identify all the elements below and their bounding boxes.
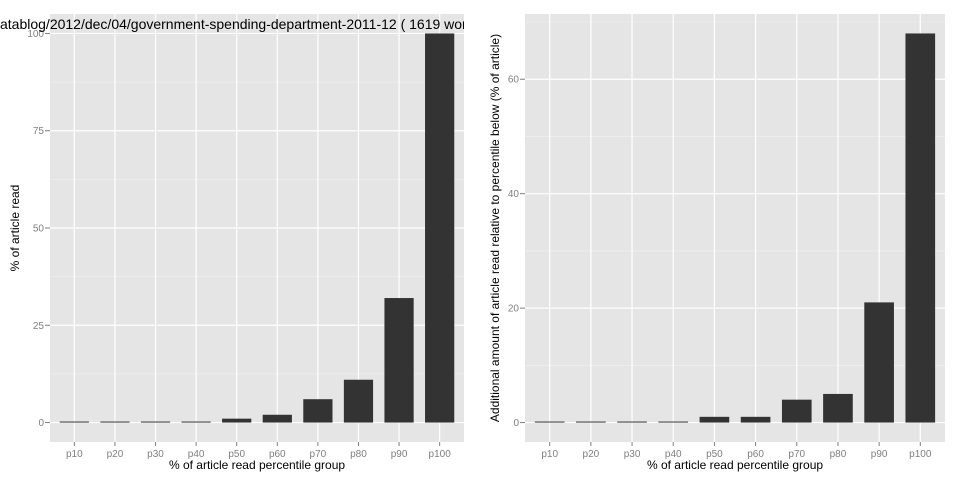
x-tick-label: p100 [909,449,932,460]
chart-right: 0 20 40 60 p10 p20 p30 p40 p50 p60 p70 p80 p90 p100 % … [488,14,945,472]
plot-title: atablog/2012/dec/04/government-spending-… [0,16,467,32]
x-axis-title: % of article read percentile group [647,458,823,472]
bar-p80 [823,393,853,423]
y-tick-label: 50 [33,224,45,235]
x-tick-label: p70 [310,449,327,460]
x-tick-label: p50 [706,449,723,460]
bar-p80 [343,379,374,423]
chart-left: 0 25 50 75 100 p10 p20 p30 p40 p50 p60 p70 p80 p90 p10… [0,14,467,472]
bar-p50 [222,418,252,423]
y-tick-label: 25 [33,321,45,332]
bar-p90 [384,298,414,423]
bar-p20 [100,421,130,423]
bar-p20 [576,421,606,423]
x-tick-label: p20 [107,449,124,460]
bar-p60 [740,416,771,423]
x-tick-label: p40 [188,449,205,460]
y-tick-label: 60 [508,75,520,86]
x-tick-label: p10 [66,449,83,460]
bar-p50 [699,416,730,423]
y-axis-title: Additional amount of article read relati… [488,34,502,422]
x-tick-label: p30 [147,449,164,460]
x-tick-label: p80 [350,449,367,460]
x-tick-label: p60 [269,449,286,460]
y-tick-label: 75 [33,126,45,137]
x-tick-label: p80 [830,449,847,460]
x-axis-title: % of article read percentile group [169,458,345,472]
x-tick-label: p30 [624,449,641,460]
y-tick-label: 0 [38,418,44,429]
y-tick-label: 40 [508,189,520,200]
x-tick-label: p100 [429,449,452,460]
x-tick-label: p40 [665,449,682,460]
bar-p70 [781,399,812,423]
y-tick-label: 100 [27,29,44,40]
bar-p10 [59,421,89,423]
y-tick-label: 20 [508,304,520,315]
y-tick-label: 0 [513,418,519,429]
x-tick-label: p50 [228,449,245,460]
y-axis-title: % of article read [8,185,22,272]
x-tick-label: p90 [871,449,888,460]
bar-p100 [425,33,455,423]
bar-p40 [181,421,211,423]
x-tick-label: p10 [541,449,558,460]
bar-p30 [617,421,647,423]
bar-p60 [262,414,292,423]
bar-p90 [864,302,894,423]
bar-p40 [658,421,689,423]
x-tick-label: p20 [583,449,600,460]
x-tick-label: p90 [391,449,408,460]
bar-p10 [534,421,565,423]
bar-p70 [303,399,333,423]
bar-p30 [140,421,171,423]
x-tick-label: p70 [788,449,805,460]
bar-p100 [905,33,936,423]
x-tick-label: p60 [747,449,764,460]
